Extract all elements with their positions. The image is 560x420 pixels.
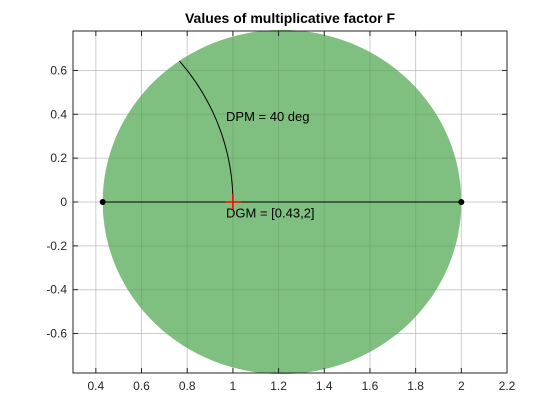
chart-title: Values of multiplicative factor F <box>185 10 396 26</box>
phase-margin-arc <box>179 60 234 203</box>
nominal-point-marker <box>224 194 241 210</box>
y-tick-label: 0 <box>60 195 67 209</box>
x-tick-label: 0.4 <box>87 379 104 393</box>
x-tick-label: 0.6 <box>133 379 150 393</box>
y-tick-label: -0.2 <box>46 239 67 253</box>
dpm-annotation: DPM = 40 deg <box>226 109 309 124</box>
x-tick-label: 1.4 <box>316 379 333 393</box>
x-tick-label: 1.8 <box>407 379 424 393</box>
x-tick-label: 0.8 <box>179 379 196 393</box>
y-tick-label: -0.4 <box>46 283 67 297</box>
dgm-annotation: DGM = [0.43,2] <box>226 205 315 220</box>
y-tick-label: 0.6 <box>50 63 67 77</box>
x-tick-label: 1.2 <box>270 379 287 393</box>
x-tick-label: 2 <box>458 379 465 393</box>
x-tick-label: 1 <box>230 379 237 393</box>
gain-margin-endpoint <box>458 199 465 205</box>
gain-margin-endpoint <box>99 199 106 205</box>
y-tick-label: -0.6 <box>46 327 67 341</box>
x-tick-label: 2.2 <box>499 379 516 393</box>
y-tick-label: 0.4 <box>50 107 67 121</box>
x-tick-label: 1.6 <box>362 379 379 393</box>
y-tick-label: 0.2 <box>50 151 67 165</box>
